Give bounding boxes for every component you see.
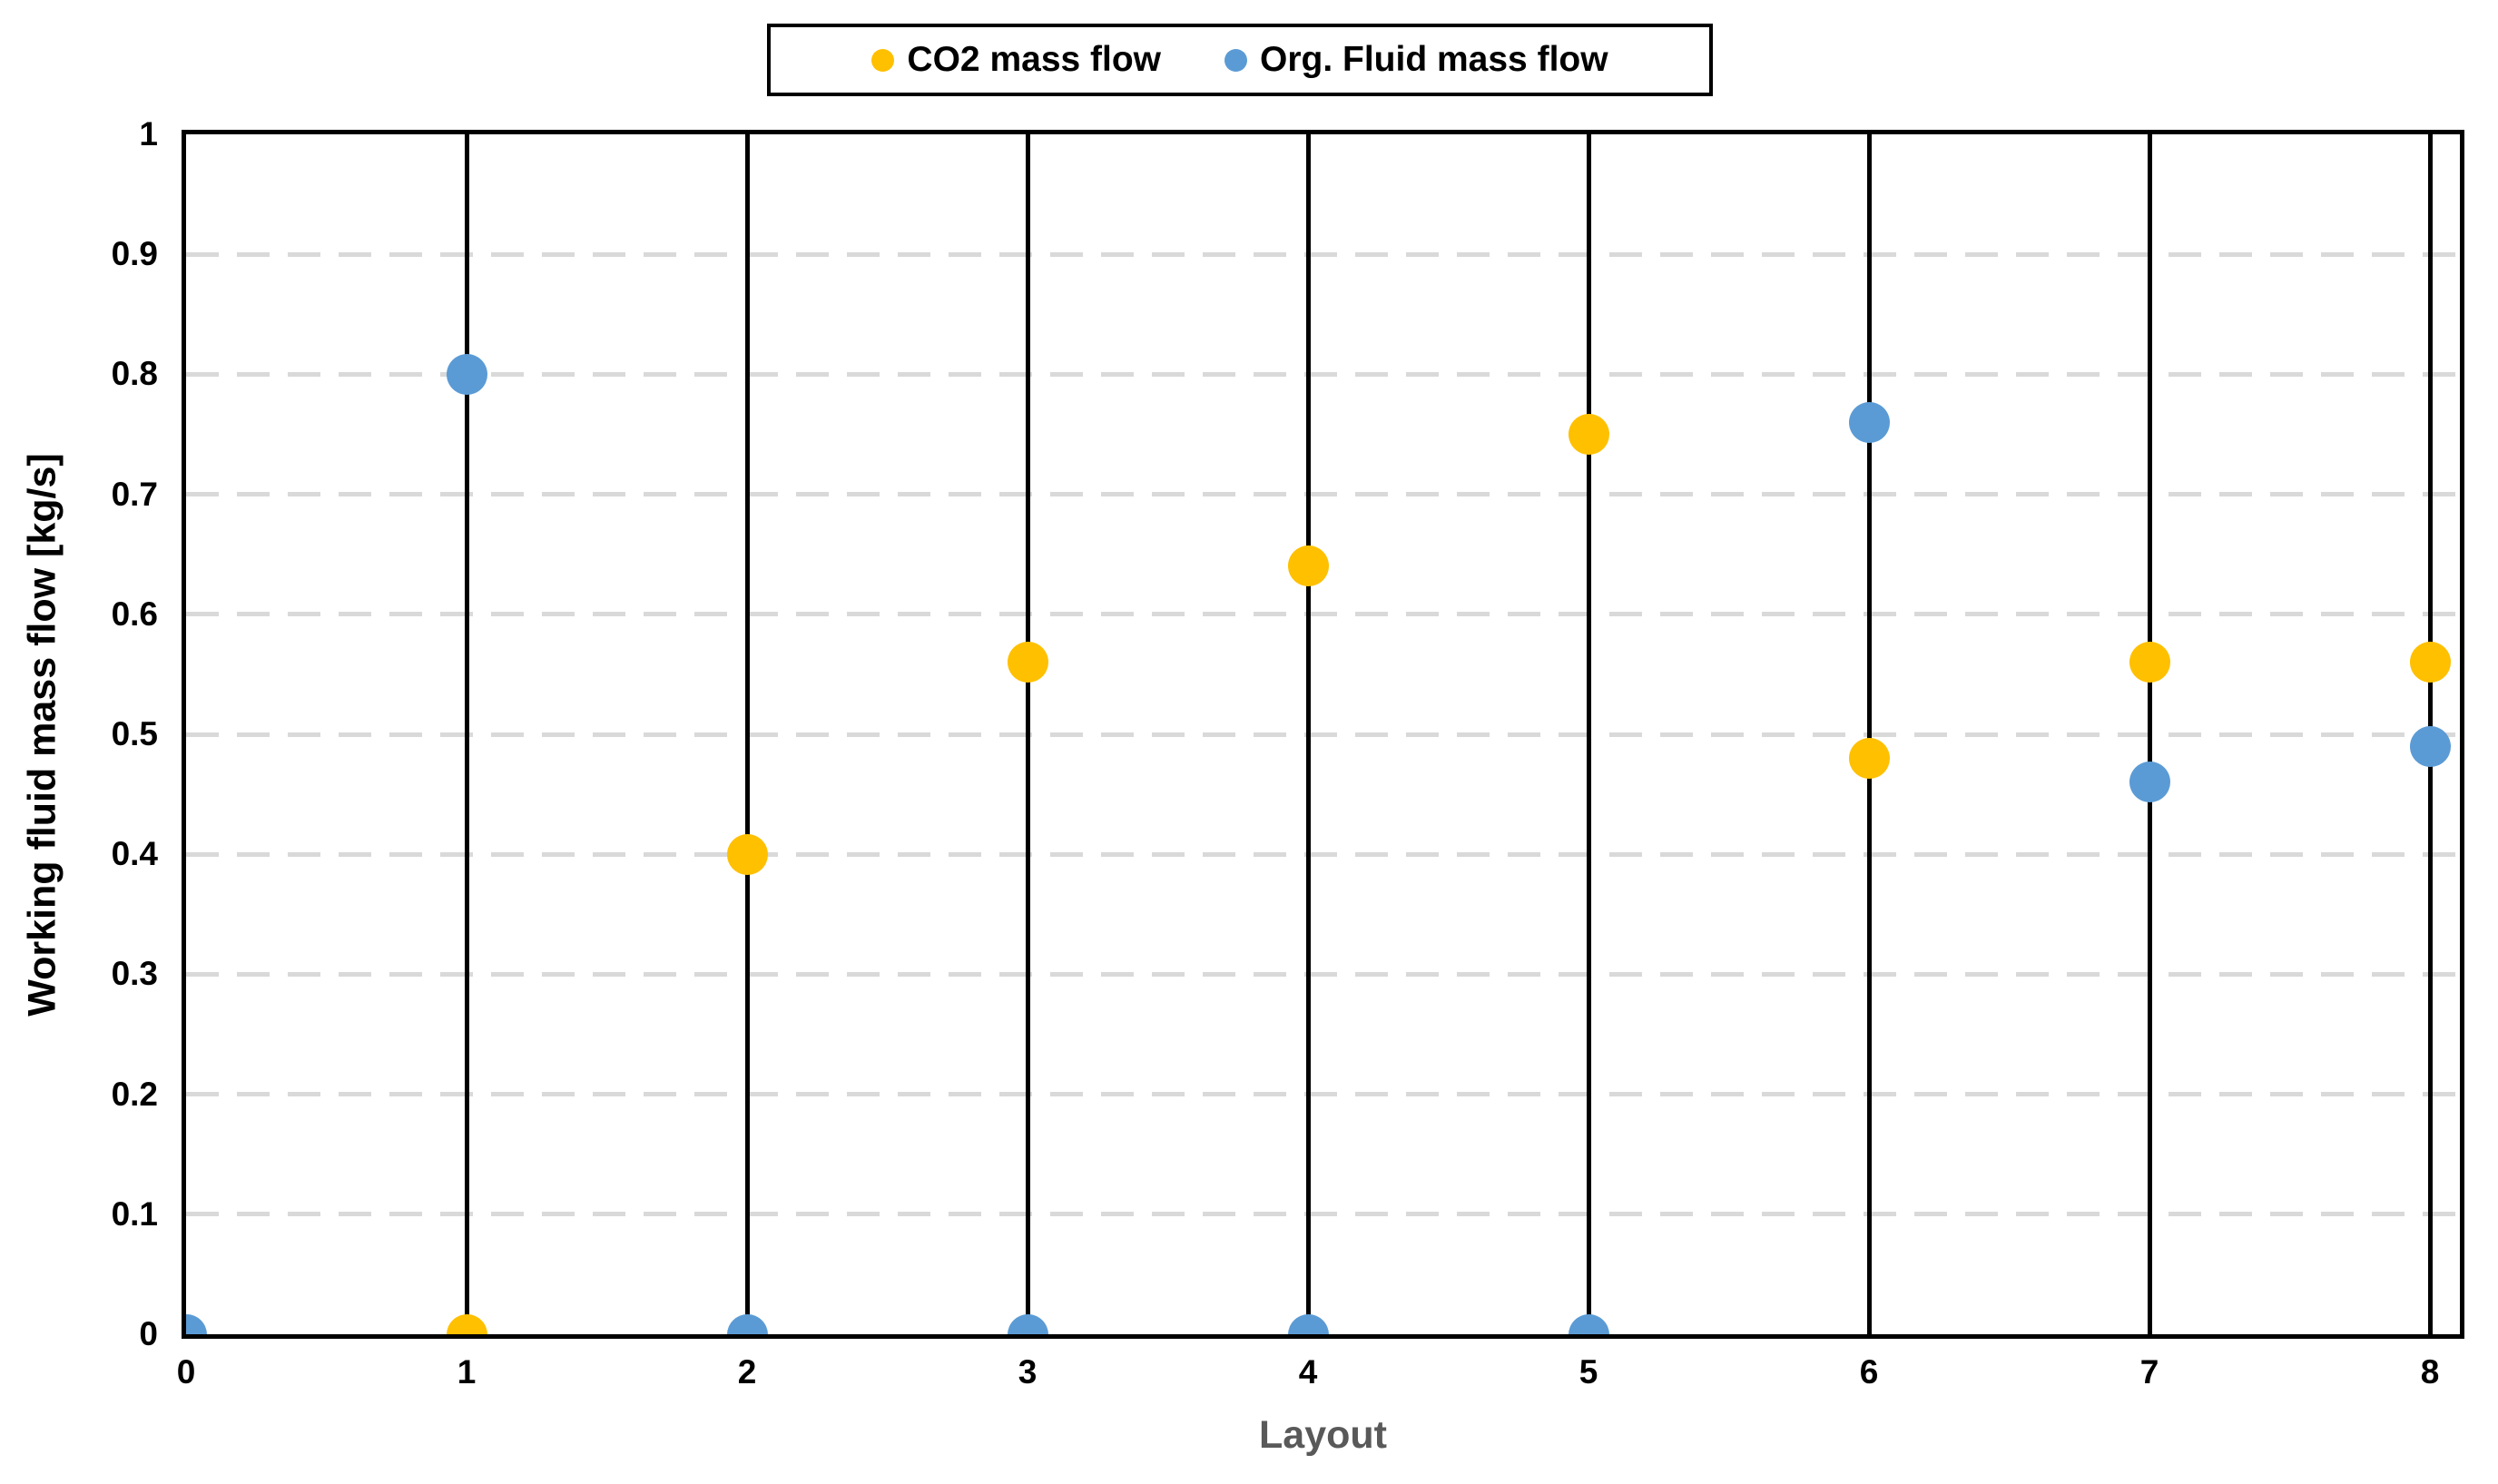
vertical-gridline xyxy=(1305,134,1311,1334)
legend-label-co2: CO2 mass flow xyxy=(907,40,1162,79)
data-point-org-fluid xyxy=(2409,725,2451,767)
y-tick-label: 0.8 xyxy=(111,355,158,393)
y-tick-label: 0.9 xyxy=(111,235,158,273)
y-tick-label: 0.1 xyxy=(111,1194,158,1233)
legend: CO2 mass flow Org. Fluid mass flow xyxy=(767,24,1713,96)
y-tick-label: 0.3 xyxy=(111,955,158,993)
horizontal-gridline xyxy=(186,251,2460,257)
horizontal-gridline xyxy=(186,1212,2460,1217)
x-tick-label: 0 xyxy=(176,1353,196,1391)
data-point-co2 xyxy=(446,1313,487,1334)
x-axis-title: Layout xyxy=(1259,1413,1387,1457)
x-tick-label: 3 xyxy=(1018,1353,1038,1391)
data-point-co2 xyxy=(2409,642,2451,683)
y-tick-label: 0.6 xyxy=(111,595,158,633)
horizontal-gridline xyxy=(186,732,2460,737)
data-point-co2 xyxy=(1568,414,1609,455)
y-tick-label: 0.2 xyxy=(111,1075,158,1113)
y-tick-label: 0 xyxy=(139,1315,158,1352)
y-tick-label: 1 xyxy=(139,115,158,152)
horizontal-gridline xyxy=(186,371,2460,377)
data-point-org-fluid xyxy=(726,1313,768,1334)
legend-item-co2: CO2 mass flow xyxy=(871,40,1161,80)
data-point-co2 xyxy=(1007,642,1048,683)
data-point-org-fluid xyxy=(2129,762,2170,803)
horizontal-gridline xyxy=(186,1092,2460,1097)
vertical-gridline xyxy=(464,134,469,1334)
legend-item-org-fluid: Org. Fluid mass flow xyxy=(1224,40,1608,80)
data-point-org-fluid xyxy=(1848,401,1890,443)
co2-series-marker-icon xyxy=(871,48,895,72)
vertical-gridline xyxy=(1866,134,1872,1334)
legend-label-org-fluid: Org. Fluid mass flow xyxy=(1260,40,1608,79)
data-point-org-fluid xyxy=(446,353,487,395)
x-tick-label: 5 xyxy=(1578,1353,1598,1391)
x-tick-label: 8 xyxy=(2420,1353,2440,1391)
y-tick-label: 0.5 xyxy=(111,715,158,752)
vertical-gridline xyxy=(2147,134,2152,1334)
x-tick-label: 6 xyxy=(1859,1353,1879,1391)
data-point-co2 xyxy=(2129,642,2170,683)
y-tick-label: 0.7 xyxy=(111,475,158,513)
x-tick-label: 2 xyxy=(737,1353,757,1391)
vertical-gridline xyxy=(744,134,750,1334)
data-point-co2 xyxy=(726,833,768,875)
data-point-org-fluid xyxy=(186,1313,207,1334)
x-tick-label: 4 xyxy=(1298,1353,1318,1391)
y-tick-label: 0.4 xyxy=(111,835,158,873)
x-tick-label: 7 xyxy=(2139,1353,2159,1391)
horizontal-gridline xyxy=(186,492,2460,497)
plot-area xyxy=(182,130,2464,1339)
horizontal-gridline xyxy=(186,971,2460,977)
data-point-org-fluid xyxy=(1287,1313,1329,1334)
org-fluid-series-marker-icon xyxy=(1224,48,1248,72)
horizontal-gridline xyxy=(186,612,2460,617)
x-tick-label: 1 xyxy=(457,1353,477,1391)
data-point-org-fluid xyxy=(1007,1313,1048,1334)
data-point-org-fluid xyxy=(1568,1313,1609,1334)
horizontal-gridline xyxy=(186,851,2460,857)
data-point-co2 xyxy=(1287,545,1329,587)
data-point-co2 xyxy=(1848,737,1890,779)
vertical-gridline xyxy=(1586,134,1591,1334)
vertical-gridline xyxy=(1025,134,1030,1334)
